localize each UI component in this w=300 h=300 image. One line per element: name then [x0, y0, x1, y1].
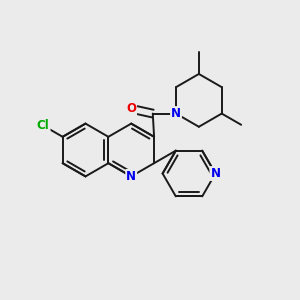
- Text: N: N: [171, 107, 181, 120]
- Text: O: O: [126, 102, 136, 115]
- Text: N: N: [210, 167, 220, 180]
- Text: N: N: [126, 170, 136, 183]
- Text: Cl: Cl: [37, 119, 50, 132]
